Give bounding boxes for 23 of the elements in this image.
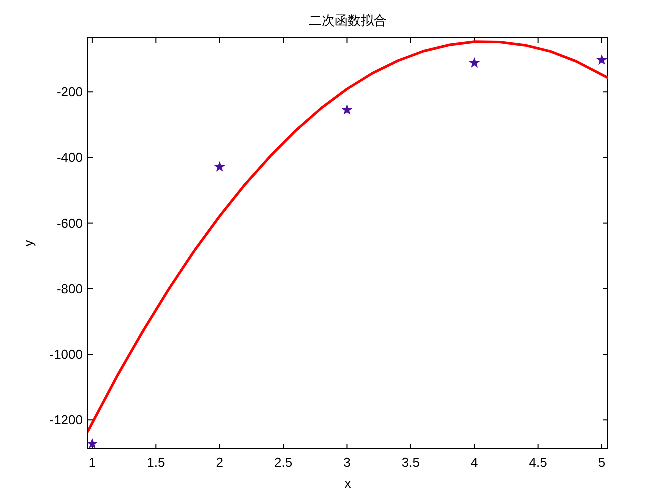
chart-title: 二次函数拟合 bbox=[309, 13, 387, 28]
x-tick-label: 4.5 bbox=[529, 455, 548, 470]
point bbox=[215, 162, 224, 172]
x-tick-label: 2.5 bbox=[274, 455, 293, 470]
y-tick-label: -400 bbox=[56, 150, 83, 166]
y-tick-label: -1000 bbox=[50, 347, 83, 362]
y-tick-label: -600 bbox=[56, 216, 83, 231]
y-tick-label: -200 bbox=[56, 84, 83, 100]
y-tick-label: -1200 bbox=[50, 412, 83, 428]
x-tick-label: 1 bbox=[88, 455, 96, 470]
x-axis-title: x bbox=[344, 476, 352, 491]
x-tick-label: 1.5 bbox=[147, 455, 166, 470]
point bbox=[88, 439, 98, 448]
point bbox=[470, 58, 480, 68]
y-tick-label: -800 bbox=[56, 281, 83, 296]
point bbox=[342, 105, 352, 114]
x-tick-label: 2 bbox=[216, 455, 224, 470]
x-tick-label: 3 bbox=[344, 455, 351, 470]
point bbox=[597, 56, 607, 64]
x-tick-label: 4 bbox=[471, 455, 478, 470]
y-axis-title: y bbox=[21, 240, 36, 247]
x-tick-label: 3.5 bbox=[402, 455, 420, 470]
x-tick-label: 5 bbox=[598, 455, 606, 470]
